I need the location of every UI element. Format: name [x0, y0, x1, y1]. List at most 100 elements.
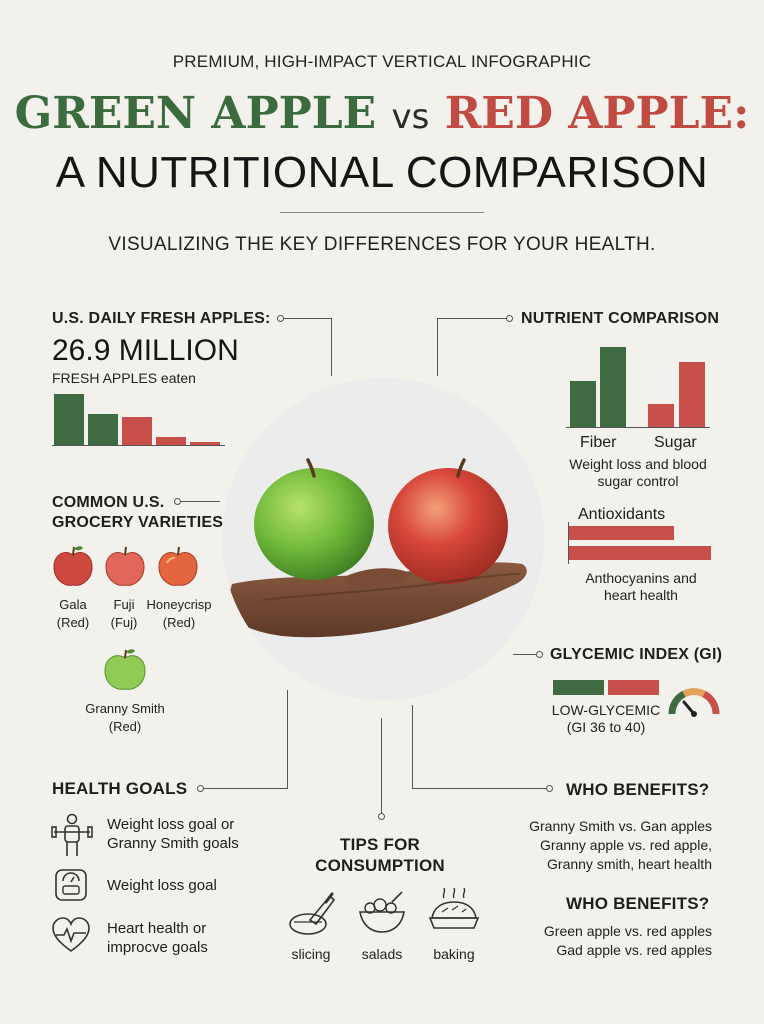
- daily-bar: [156, 437, 186, 446]
- granny-smith-apple-icon: [104, 649, 146, 690]
- connector-glycemic: [513, 654, 539, 656]
- red-apple: [388, 468, 508, 584]
- variety-fuji: Fuji (Fuj): [97, 596, 151, 632]
- daily-bar-chart: [52, 392, 225, 446]
- page-title-line2: A NUTRITIONAL COMPARISON: [55, 148, 709, 197]
- antioxidants-caption: Anthocyanins and heart health: [566, 570, 716, 604]
- glycemic-caption: LOW-GLYCEMIC (GI 36 to 40): [546, 702, 666, 736]
- connector-health-v: [287, 690, 289, 788]
- green-apple: [254, 468, 374, 580]
- sugar-label: Sugar: [654, 434, 697, 451]
- connector-dot: [277, 315, 284, 322]
- connector-dot: [197, 785, 204, 792]
- fiber-green-bar: [570, 381, 596, 428]
- benefits-1-line: Granny Smith vs. Gan apples: [529, 818, 712, 834]
- benefits-2-line: Green apple vs. red apples: [543, 923, 712, 939]
- daily-bar: [122, 417, 152, 446]
- fingers: [261, 573, 521, 601]
- benefits-1-line: Granny smith, heart health: [547, 856, 712, 872]
- nutrient-bar-chart: [566, 346, 710, 428]
- title-vs: vs: [391, 97, 430, 137]
- daily-caption: FRESH APPLES eaten: [52, 370, 196, 386]
- thumb: [342, 568, 412, 588]
- page-subtitle: VISUALIZING THE KEY DIFFERENCES FOR YOUR…: [108, 234, 656, 255]
- varieties-heading: COMMON U.S. GROCERY VARIETIES: [52, 493, 223, 533]
- variety-gala: Gala (Red): [46, 596, 100, 632]
- tip-slicing-label: slicing: [291, 946, 331, 962]
- connector-daily-v: [331, 318, 333, 376]
- health-goal-3-line2: improcve goals: [107, 939, 208, 956]
- connector-dot: [546, 785, 553, 792]
- connector-varieties: [180, 501, 220, 503]
- health-goal-1-line1: Weight loss goal or: [107, 816, 235, 833]
- benefits-list-1: Granny Smith vs. Gan apples Granny apple…: [480, 817, 712, 874]
- antioxidants-label: Antioxidants: [578, 506, 666, 523]
- nutrient-caption-line1: Weight loss and blood: [569, 456, 707, 472]
- benefits-heading-2: WHO BENEFITS?: [566, 894, 710, 913]
- antioxidants-caption-line2: heart health: [604, 587, 678, 603]
- tip-baking-label: baking: [433, 946, 475, 962]
- daily-bar: [88, 414, 118, 446]
- glycemic-heading: GLYCEMIC INDEX (GI): [550, 646, 723, 663]
- connector-dot: [378, 813, 385, 820]
- health-goal-1-text: Weight loss goal or Granny Smith goals: [107, 815, 239, 853]
- glycemic-bar-red: [608, 680, 659, 695]
- connector-benefits-h: [412, 788, 547, 790]
- benefits-heading-1: WHO BENEFITS?: [566, 780, 710, 799]
- variety-name: Honeycrisp: [146, 597, 212, 612]
- nutrient-heading: NUTRIENT COMPARISON: [521, 310, 720, 327]
- antioxidants-chart: [568, 522, 712, 564]
- connector-tips-v: [381, 718, 383, 816]
- green-apple-stem: [306, 458, 316, 478]
- daily-heading: U.S. DAILY FRESH APPLES:: [52, 310, 271, 327]
- tips-heading-line1: TIPS FOR: [340, 835, 420, 854]
- title-red-apple: RED APPLE:: [444, 88, 750, 139]
- glycemic-label: LOW-GLYCEMIC: [551, 702, 661, 718]
- connector-dot: [174, 498, 181, 505]
- antioxidants-bar-2: [569, 546, 711, 560]
- antioxidants-bar-1: [569, 526, 674, 540]
- varieties-heading-line2: GROCERY VARIETIES: [52, 514, 224, 531]
- nutrient-chart-baseline: [566, 426, 710, 428]
- sugar-green-bar: [648, 404, 674, 428]
- kicker-text: PREMIUM, HIGH-IMPACT VERTICAL INFOGRAPHI…: [172, 52, 592, 71]
- nutrient-caption: Weight loss and blood sugar control: [556, 456, 720, 490]
- connector-dot: [506, 315, 513, 322]
- benefits-list-2: Green apple vs. red apples Gad apple vs.…: [480, 922, 712, 960]
- connector-dot: [536, 651, 543, 658]
- connector-nutrient-h: [437, 318, 507, 320]
- variety-name: Fuji: [113, 597, 135, 612]
- honeycrisp-apple-icon: [158, 546, 198, 586]
- apples-illustration: [222, 378, 544, 700]
- daily-value: 26.9 MILLION: [52, 334, 239, 367]
- health-goal-2-text: Weight loss goal: [107, 877, 217, 894]
- variety-name: Gala: [59, 597, 87, 612]
- benefits-2-line: Gad apple vs. red apples: [556, 942, 712, 958]
- variety-note: (Red): [162, 615, 196, 630]
- health-goal-3-text: Heart health or improcve goals: [107, 919, 208, 957]
- gala-apple-icon: [53, 546, 93, 586]
- dumbbell-person-icon: [51, 813, 93, 856]
- variety-note: (Fuj): [110, 615, 138, 630]
- fiber-red-bar: [600, 347, 626, 428]
- connector-nutrient-v: [437, 318, 439, 376]
- tip-salads-label: salads: [361, 946, 403, 962]
- title-green-apple: GREEN APPLE: [14, 88, 377, 139]
- health-goal-1-line2: Granny Smith goals: [107, 835, 239, 852]
- health-goals-heading: HEALTH GOALS: [52, 779, 188, 798]
- connector-daily-h: [282, 318, 332, 320]
- variety-note: (Red): [56, 615, 90, 630]
- gauge-icon: [668, 688, 720, 717]
- variety-name: Granny Smith: [85, 701, 165, 716]
- daily-bar: [54, 394, 84, 446]
- variety-honeycrisp: Honeycrisp (Red): [140, 596, 218, 632]
- fuji-apple-icon: [105, 546, 145, 586]
- nutrient-caption-line2: sugar control: [597, 473, 679, 489]
- scale-icon: [55, 869, 87, 901]
- benefits-1-line: Granny apple vs. red apple,: [540, 837, 712, 853]
- daily-bar: [190, 442, 220, 446]
- tips-heading-line2: CONSUMPTION: [315, 856, 445, 875]
- heart-pulse-icon: [52, 917, 90, 952]
- tips-heading: TIPS FOR CONSUMPTION: [290, 834, 470, 876]
- antioxidants-caption-line1: Anthocyanins and: [585, 570, 697, 586]
